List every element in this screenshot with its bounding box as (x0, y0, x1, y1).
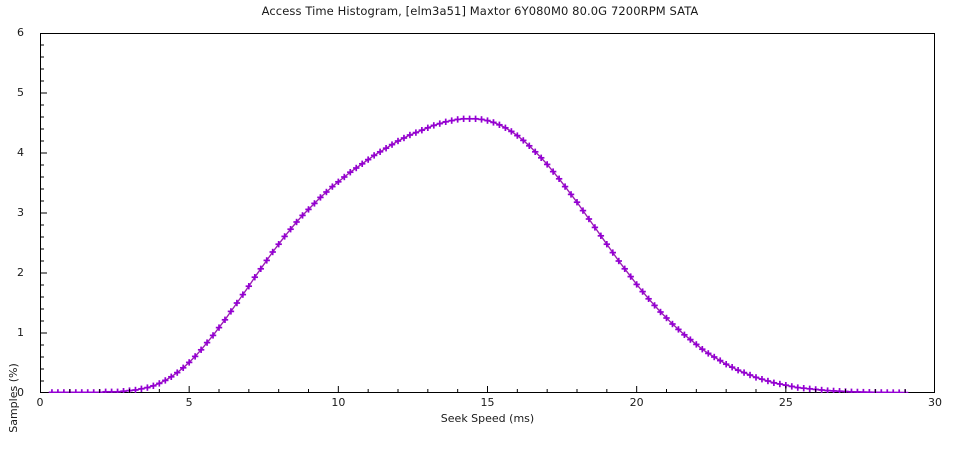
y-tick-label: 4 (17, 146, 24, 159)
y-tick-label: 0 (17, 386, 24, 399)
x-axis-label: Seek Speed (ms) (440, 412, 535, 425)
x-tick-label: 0 (36, 396, 44, 409)
chart-title: Access Time Histogram, [elm3a51] Maxtor … (261, 4, 699, 18)
y-tick-label: 6 (17, 26, 24, 39)
x-tick-label: 10 (331, 396, 346, 409)
y-tick-label: 5 (17, 86, 24, 99)
x-tick-label: 5 (185, 396, 193, 409)
plot-frame (40, 33, 935, 393)
plot-area (40, 33, 935, 393)
x-tick-label: 15 (480, 396, 495, 409)
x-tick-label: 20 (629, 396, 644, 409)
y-tick-label: 1 (17, 326, 24, 339)
x-tick-label: 25 (778, 396, 793, 409)
chart-page: Access Time Histogram, [elm3a51] Maxtor … (7, 4, 942, 433)
x-tick-label: 30 (928, 396, 942, 409)
data-series (48, 115, 909, 393)
y-tick-label: 2 (17, 266, 24, 279)
y-tick-label: 3 (17, 206, 24, 219)
